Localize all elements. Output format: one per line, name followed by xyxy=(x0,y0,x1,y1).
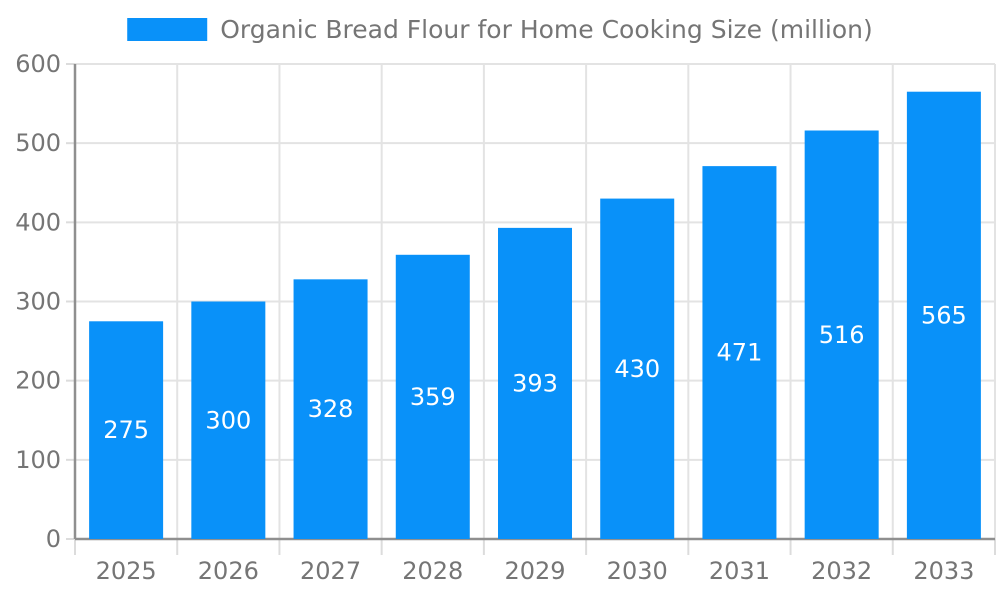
x-tick-label: 2030 xyxy=(607,557,668,585)
legend-label: Organic Bread Flour for Home Cooking Siz… xyxy=(220,15,873,44)
x-tick-label: 2028 xyxy=(402,557,463,585)
bar-value-label: 516 xyxy=(819,321,865,349)
bar-value-label: 328 xyxy=(308,395,354,423)
bar xyxy=(191,301,266,539)
legend-swatch xyxy=(127,18,208,41)
x-tick-label: 2033 xyxy=(913,557,974,585)
bar xyxy=(702,166,777,539)
legend-item[interactable]: Organic Bread Flour for Home Cooking Siz… xyxy=(127,17,873,42)
bar-value-label: 359 xyxy=(410,383,456,411)
bar xyxy=(906,91,981,539)
x-tick-label: 2029 xyxy=(504,557,565,585)
bar xyxy=(395,254,470,539)
y-tick-label: 400 xyxy=(15,208,61,236)
y-tick-label: 100 xyxy=(15,446,61,474)
y-tick-label: 500 xyxy=(15,129,61,157)
bar xyxy=(89,321,164,539)
bar xyxy=(600,198,675,540)
bar xyxy=(498,227,572,539)
bar-value-label: 430 xyxy=(614,355,660,383)
y-tick-label: 0 xyxy=(46,525,61,553)
x-tick-label: 2027 xyxy=(300,557,361,585)
bar-value-label: 565 xyxy=(921,301,967,329)
x-tick-label: 2032 xyxy=(811,557,872,585)
y-tick-label: 200 xyxy=(15,367,61,395)
bar-value-label: 471 xyxy=(717,339,763,367)
bar xyxy=(804,130,879,539)
y-tick-label: 300 xyxy=(15,288,61,316)
bar-value-label: 275 xyxy=(103,416,149,444)
bar xyxy=(293,279,368,539)
x-tick-label: 2025 xyxy=(96,557,157,585)
bar-value-label: 300 xyxy=(205,406,251,434)
y-tick-label: 600 xyxy=(15,50,61,78)
x-tick-label: 2031 xyxy=(709,557,770,585)
bar-value-label: 393 xyxy=(512,369,558,397)
x-tick-label: 2026 xyxy=(198,557,259,585)
